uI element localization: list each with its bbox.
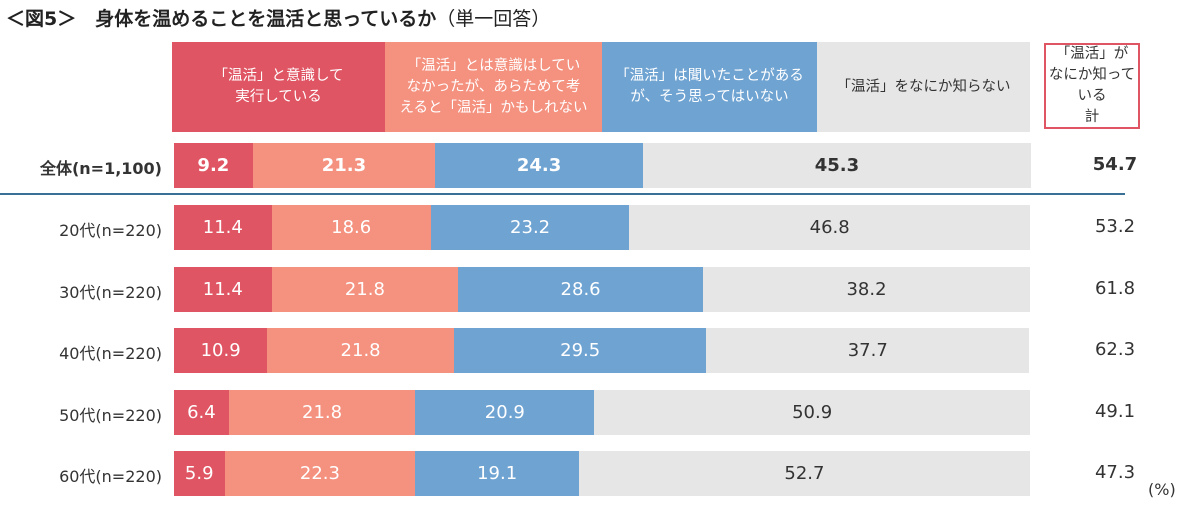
bar-segment: 37.7 (706, 328, 1030, 373)
row-label: 40代(n=220) (59, 344, 162, 363)
subtitle: （単一回答） (436, 8, 551, 30)
total-header: 「温活」が なにか知っている 計 (1044, 43, 1140, 129)
bar-segment: 46.8 (629, 205, 1030, 250)
divider (0, 193, 1125, 195)
legend-header-3: 「温活」は聞いたことがある が、そう思ってはいない (602, 42, 817, 132)
total-value: 62.3 (1094, 339, 1136, 360)
bar-segment: 20.9 (415, 390, 595, 435)
legend-header-4: 「温活」をなにか知らない (817, 42, 1030, 132)
legend-header-2: 「温活」とは意識はしてい なかったが、あらためて考 えると「温活」かもしれない (385, 42, 602, 132)
legend-header-1: 「温活」と意識して 実行している (172, 42, 385, 132)
bar-segment: 5.9 (174, 451, 225, 496)
bar-segment: 45.3 (643, 143, 1031, 188)
bar-segment: 21.8 (271, 267, 459, 312)
bar-segment: 18.6 (271, 205, 431, 250)
bar-segment: 29.5 (453, 328, 707, 373)
total-value: 49.1 (1094, 401, 1136, 422)
row-label: 60代(n=220) (59, 467, 162, 486)
row-label: 20代(n=220) (59, 221, 162, 240)
total-value: 47.3 (1094, 462, 1136, 483)
bar-segment: 24.3 (435, 143, 644, 188)
bar-segment: 9.2 (174, 143, 253, 188)
bar-segment: 52.7 (578, 451, 1030, 496)
bar-segment: 21.8 (228, 390, 416, 435)
row-label: 全体(n=1,100) (39, 159, 162, 178)
bar-segment: 11.4 (174, 205, 272, 250)
bar-segment: 38.2 (703, 267, 1030, 312)
total-value: 61.8 (1094, 278, 1136, 299)
bar-segment: 23.2 (430, 205, 630, 250)
bar-segment: 21.3 (252, 143, 436, 188)
bar-segment: 21.8 (267, 328, 454, 373)
row-label: 30代(n=220) (59, 283, 162, 302)
chart-title: ＜図5＞ 身体を温めることを温活と思っているか（単一回答） (6, 4, 550, 31)
bar-segment: 19.1 (415, 451, 579, 496)
bar-segment: 11.4 (174, 267, 272, 312)
title-text: ＜図5＞ 身体を温めることを温活と思っているか (6, 8, 437, 30)
bar-segment: 50.9 (594, 390, 1030, 435)
bar-segment: 22.3 (224, 451, 416, 496)
bar-segment: 10.9 (174, 328, 268, 373)
bar-segment: 6.4 (174, 390, 229, 435)
total-value: 54.7 (1092, 154, 1138, 175)
total-value: 53.2 (1094, 216, 1136, 237)
row-label: 50代(n=220) (59, 406, 162, 425)
bar-segment: 28.6 (458, 267, 703, 312)
unit-label: (%) (1148, 480, 1176, 499)
